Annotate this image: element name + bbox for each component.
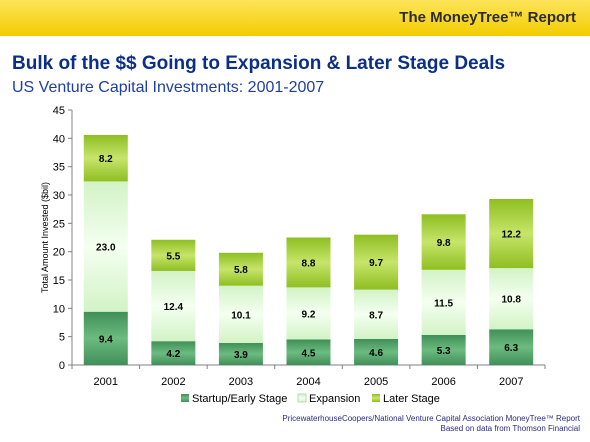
data-label: 8.8 [302,258,316,269]
bar-later-2005 [354,234,399,290]
report-banner: The MoneyTree™ Report [0,0,590,36]
bar-later-2007 [489,198,534,269]
data-label: 11.5 [434,298,453,309]
bar-expansion-2002 [151,270,196,342]
data-label: 5.5 [166,251,180,262]
data-label: 3.9 [234,350,248,361]
data-label: 6.3 [504,343,518,354]
bar-startup-2003 [218,342,263,365]
data-label: 9.8 [437,238,451,249]
y-tick-label: 20 [53,247,65,259]
bar-later-2001 [83,134,128,182]
y-tick-label: 30 [53,190,65,202]
bar-startup-2002 [151,341,196,365]
bar-startup-2006 [421,334,466,365]
page-subtitle: US Venture Capital Investments: 2001-200… [12,79,325,96]
bar-later-2006 [421,214,466,270]
bar-expansion-2004 [286,287,331,340]
bar-expansion-2005 [354,289,399,339]
data-label: 12.2 [501,230,521,241]
source-note: PricewaterhouseCoopers/National Venture … [282,414,580,434]
source-line-2: Based on data from Thomson Financial [440,424,580,433]
legend-label-expansion: Expansion [309,393,360,405]
y-tick-label: 35 [53,162,65,174]
data-label: 10.8 [501,295,521,306]
legend-label-startup: Startup/Early Stage [192,393,287,405]
y-tick-label: 5 [59,332,65,344]
x-tick-label: 2004 [296,376,320,388]
x-tick-label: 2003 [229,376,253,388]
y-tick-label: 45 [53,105,65,117]
data-label: 10.1 [231,310,251,321]
data-label: 4.2 [166,349,180,360]
x-tick-label: 2006 [431,376,455,388]
page-title: Bulk of the $$ Going to Expansion & Late… [12,53,506,74]
bar-expansion-2003 [218,285,263,343]
bar-startup-2004 [286,339,331,365]
y-tick-label: 25 [53,218,65,230]
legend-label-later: Later Stage [383,393,440,405]
data-label: 9.2 [302,309,316,320]
y-tick-label: 40 [53,133,65,145]
data-label: 5.8 [234,265,248,276]
x-tick-label: 2005 [364,376,388,388]
data-label: 9.4 [99,334,113,345]
bar-expansion-2006 [421,269,466,335]
report-title: The MoneyTree™ Report [399,9,576,26]
data-label: 4.6 [369,348,383,359]
bar-startup-2001 [83,311,128,365]
y-tick-label: 0 [59,360,65,372]
legend-swatch-expansion [297,393,307,403]
bar-expansion-2001 [83,181,128,312]
data-label: 4.5 [302,348,316,359]
bar-later-2004 [286,237,331,288]
legend-swatch-later [372,394,380,402]
data-label: 5.3 [437,346,451,357]
bar-startup-2005 [354,338,399,365]
x-tick-label: 2007 [499,376,523,388]
legend-swatch-startup [181,394,189,402]
data-label: 9.7 [369,258,383,269]
data-label: 23.0 [96,243,116,254]
source-line-1: PricewaterhouseCoopers/National Venture … [282,414,580,423]
data-label: 8.7 [369,310,383,321]
y-tick-label: 10 [53,303,65,315]
y-axis-title: Total Amount Invested ($bil) [40,182,50,293]
data-label: 8.2 [99,154,113,165]
x-tick-label: 2002 [161,376,185,388]
bar-expansion-2007 [489,268,534,330]
x-tick-label: 2001 [94,376,118,388]
bar-later-2002 [151,239,196,271]
data-label: 12.4 [164,302,184,313]
bar-later-2003 [218,252,263,286]
y-tick-label: 15 [53,275,65,287]
bar-startup-2007 [489,329,534,365]
